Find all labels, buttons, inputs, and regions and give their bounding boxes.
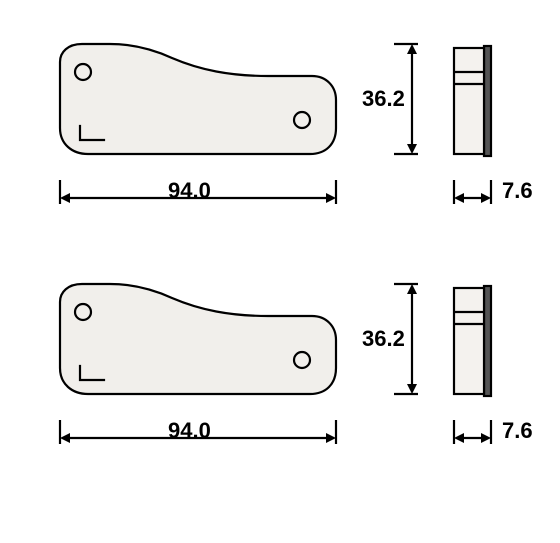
- dim-height-0: 36.2: [362, 86, 405, 112]
- dim-thick-1: 7.6: [502, 418, 533, 444]
- dim-thick-0: 7.6: [502, 178, 533, 204]
- dim-width-0: 94.0: [168, 178, 211, 204]
- diagram-canvas: [0, 0, 560, 543]
- dim-height-1: 36.2: [362, 326, 405, 352]
- dim-width-1: 94.0: [168, 418, 211, 444]
